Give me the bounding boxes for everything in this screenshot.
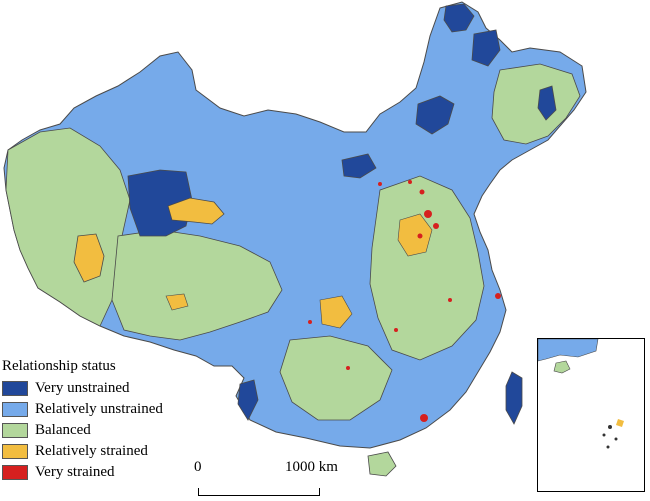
- very-unstrained-northeast-3: [415, 95, 455, 135]
- scale-bar: 0 1000 km: [192, 458, 352, 498]
- relatively-strained-qinghai: [167, 197, 225, 225]
- taiwan-island: [505, 371, 523, 425]
- very-unstrained-east: [537, 85, 557, 121]
- legend-swatch: [2, 381, 28, 396]
- south-china-sea-inset: [537, 338, 645, 492]
- relatively-strained-central: [397, 213, 433, 257]
- scale-bar-line: [198, 488, 320, 496]
- legend-item-very-strained: Very strained: [2, 462, 232, 483]
- hainan-island: [367, 451, 397, 477]
- legend-label: Relatively unstrained: [35, 401, 163, 417]
- legend-swatch: [2, 423, 28, 438]
- relatively-strained-small: [165, 293, 189, 311]
- legend-label: Relatively strained: [35, 443, 148, 459]
- legend-item-very-unstrained: Very unstrained: [2, 378, 232, 399]
- relatively-strained-south: [319, 295, 353, 329]
- legend-swatch: [2, 444, 28, 459]
- inset-coast: [537, 338, 599, 362]
- inset-islands: [602, 425, 618, 449]
- legend-swatch: [2, 465, 28, 480]
- legend-label: Balanced: [35, 422, 91, 438]
- very-unstrained-northeast: [443, 3, 475, 33]
- legend-item-relatively-strained: Relatively strained: [2, 441, 232, 462]
- very-unstrained-southwest: [237, 379, 259, 421]
- legend-item-balanced: Balanced: [2, 420, 232, 441]
- balanced-region-south: [279, 335, 393, 421]
- legend-label: Very strained: [35, 464, 115, 480]
- inset-hainan: [553, 360, 571, 374]
- scale-zero-label: 0: [194, 459, 202, 475]
- legend: Relationship status Very unstrained Rela…: [2, 357, 232, 483]
- balanced-region-north: [491, 63, 581, 145]
- legend-label: Very unstrained: [35, 380, 130, 396]
- legend-swatch: [2, 402, 28, 417]
- legend-title: Relationship status: [2, 358, 116, 374]
- legend-item-relatively-unstrained: Relatively unstrained: [2, 399, 232, 420]
- scale-max-label: 1000 km: [285, 459, 338, 475]
- balanced-region-tibet: [111, 229, 283, 341]
- very-strained-spots: [308, 180, 501, 422]
- inset-map: [537, 338, 624, 449]
- inset-island-yellow: [616, 419, 624, 427]
- very-unstrained-inner: [341, 153, 377, 179]
- balanced-region-east: [369, 175, 485, 361]
- relatively-strained-west: [73, 233, 105, 283]
- very-unstrained-northeast-2: [471, 29, 501, 67]
